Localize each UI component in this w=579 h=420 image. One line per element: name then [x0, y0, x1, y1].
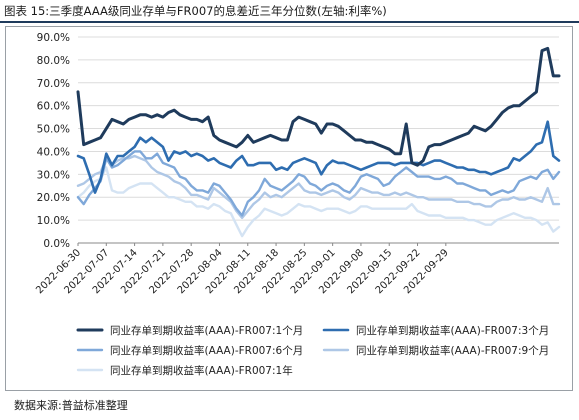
legend-label: 同业存单到期收益率(AAA)-FR007:1年: [110, 364, 293, 377]
chart-legend: 同业存单到期收益率(AAA)-FR007:1个月 同业存单到期收益率(AAA)-F…: [76, 324, 549, 377]
series-line-3: [76, 150, 561, 217]
chart-frame: 0.0% 10.0% 20.0% 30.0% 40.0% 50.0% 60.0% 70.0% 8…: [5, 26, 573, 391]
series-line-2: [76, 120, 561, 194]
y-tick-label: 70.0%: [37, 78, 70, 90]
legend-label: 同业存单到期收益率(AAA)-FR007:3个月: [356, 324, 549, 337]
y-axis-ticks: 0.0% 10.0% 20.0% 30.0% 40.0% 50.0% 60.0% 70.0% 8…: [37, 32, 70, 250]
y-tick-label: 30.0%: [37, 169, 70, 181]
y-tick-label: 20.0%: [37, 192, 70, 204]
y-tick-label: 80.0%: [37, 55, 70, 67]
x-axis-ticks: 2022-06-302022-07-072022-07-142022-07-21…: [34, 243, 451, 296]
figure-source: 数据来源:普益标准整理: [14, 399, 128, 412]
chart-series: [76, 46, 561, 238]
legend-label: 同业存单到期收益率(AAA)-FR007:9个月: [356, 344, 549, 357]
y-tick-label: 50.0%: [37, 124, 70, 136]
series-line-1: [76, 46, 561, 167]
legend-label: 同业存单到期收益率(AAA)-FR007:1个月: [110, 324, 303, 337]
line-chart: 0.0% 10.0% 20.0% 30.0% 40.0% 50.0% 60.0% 70.0% 8…: [34, 32, 561, 377]
y-tick-label: 0.0%: [43, 238, 70, 250]
y-tick-label: 10.0%: [37, 215, 70, 227]
series-line-5: [76, 166, 561, 238]
figure-title: 图表 15:三季度AAA级同业存单与FR007的息差近三年分位数(左轴:利率%): [4, 4, 387, 18]
y-tick-label: 90.0%: [37, 32, 70, 44]
series-line-4: [76, 154, 561, 219]
title-divider: [0, 21, 579, 23]
y-tick-label: 60.0%: [37, 101, 70, 113]
y-tick-label: 40.0%: [37, 146, 70, 158]
legend-label: 同业存单到期收益率(AAA)-FR007:6个月: [110, 344, 303, 357]
